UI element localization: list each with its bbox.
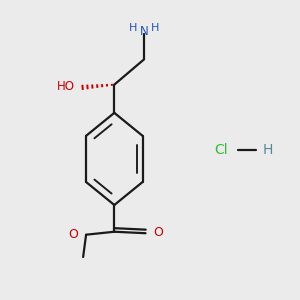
Text: HO: HO [57, 80, 75, 93]
Text: N: N [140, 25, 148, 38]
Text: O: O [69, 228, 79, 241]
Text: H: H [129, 22, 137, 32]
Text: H: H [262, 143, 273, 157]
Text: Cl: Cl [214, 143, 228, 157]
Text: O: O [153, 226, 163, 239]
Text: H: H [151, 22, 160, 32]
